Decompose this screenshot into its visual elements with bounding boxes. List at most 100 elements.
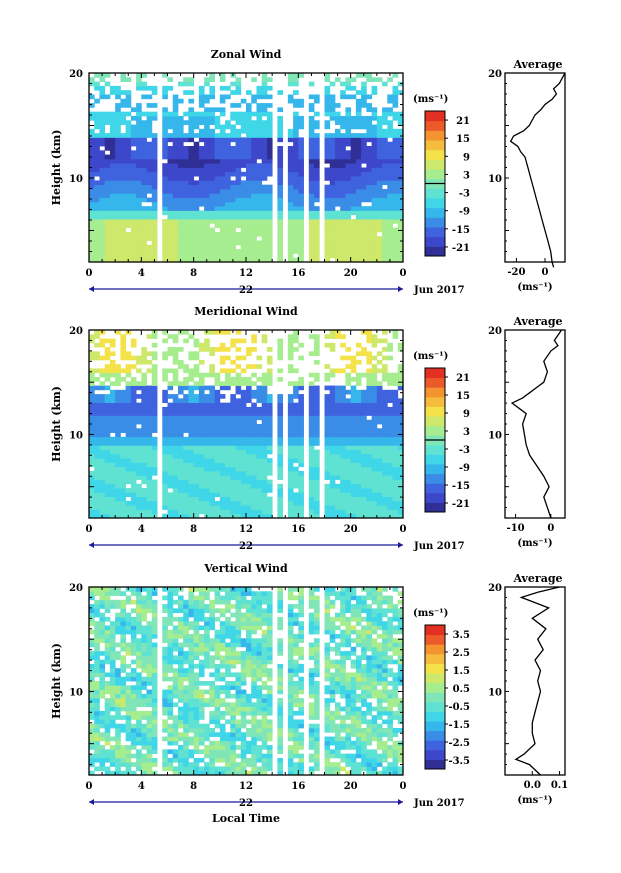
- heatmap-cell: [376, 137, 383, 143]
- heatmap-cell: [392, 137, 399, 143]
- heatmap-cell: [235, 479, 242, 485]
- heatmap-cell: [298, 184, 304, 190]
- heatmap-cell: [204, 385, 210, 391]
- heatmap-cell: [193, 188, 200, 194]
- heatmap-cell: [214, 146, 221, 151]
- heatmap-cell: [225, 171, 231, 177]
- heatmap-cell: [193, 146, 200, 151]
- heatmap-cell: [261, 483, 268, 489]
- heatmap-cell: [340, 445, 346, 451]
- heatmap-cell: [392, 402, 399, 408]
- heatmap-cell: [376, 368, 383, 374]
- heatmap-cell: [324, 120, 331, 125]
- heatmap-cell: [104, 137, 111, 143]
- heatmap-cell: [251, 458, 257, 463]
- heatmap-cell: [99, 732, 106, 737]
- heatmap-cell: [104, 257, 111, 263]
- heatmap-cell: [287, 513, 294, 519]
- heatmap-cell: [172, 587, 179, 592]
- heatmap-cell: [366, 176, 372, 181]
- heatmap-cell: [261, 120, 268, 125]
- heatmap-cell: [298, 479, 304, 485]
- heatmap-cell: [256, 94, 263, 100]
- heatmap-cell: [371, 146, 378, 151]
- heatmap-cell: [382, 483, 388, 489]
- heatmap-cell: [397, 500, 404, 506]
- heatmap-cell: [329, 509, 336, 515]
- heatmap-cell: [240, 197, 247, 203]
- heatmap-cell: [235, 141, 242, 147]
- heatmap-cell: [266, 483, 273, 489]
- heatmap-cell: [162, 236, 168, 241]
- heatmap-cell: [109, 689, 116, 695]
- heatmap-cell: [219, 689, 226, 695]
- heatmap-cell: [109, 176, 116, 181]
- heatmap-cell: [371, 176, 378, 181]
- heatmap-cell: [334, 133, 341, 138]
- heatmap-cell: [209, 642, 215, 648]
- heatmap-cell: [287, 483, 294, 489]
- heatmap-cell: [115, 244, 121, 250]
- heatmap-cell: [146, 257, 153, 263]
- heatmap-cell: [183, 621, 189, 626]
- heatmap-cell: [308, 163, 315, 168]
- heatmap-cell: [130, 753, 137, 759]
- heatmap-cell: [204, 214, 210, 220]
- heatmap-cell: [193, 693, 200, 699]
- heatmap-cell: [246, 509, 252, 515]
- heatmap-cell: [167, 449, 174, 455]
- heatmap-cell: [198, 342, 205, 348]
- heatmap-cell: [136, 193, 142, 198]
- heatmap-cell: [104, 347, 111, 352]
- heatmap-cell: [151, 706, 158, 712]
- heatmap-cell: [308, 167, 315, 173]
- heatmap-cell: [125, 453, 132, 459]
- heatmap-cell: [99, 381, 106, 386]
- heatmap-cell: [198, 693, 205, 699]
- heatmap-cell: [120, 115, 127, 121]
- heatmap-cell: [329, 184, 336, 190]
- heatmap-cell: [130, 180, 137, 186]
- heatmap-cell: [366, 372, 372, 378]
- heatmap-cell: [89, 163, 95, 168]
- heatmap-cell: [329, 471, 336, 476]
- heatmap-cell: [361, 479, 367, 485]
- heatmap-cell: [298, 73, 304, 78]
- heatmap-cell: [371, 253, 378, 259]
- heatmap-cell: [136, 471, 142, 476]
- heatmap-cell: [366, 257, 372, 263]
- heatmap-cell: [204, 419, 210, 425]
- heatmap-cell: [287, 73, 294, 78]
- heatmap-cell: [376, 171, 383, 177]
- heatmap-cell: [136, 355, 142, 361]
- heatmap-cell: [94, 244, 100, 250]
- heatmap-cell: [204, 723, 210, 729]
- heatmap-cell: [293, 214, 299, 220]
- heatmap-cell: [214, 240, 221, 246]
- heatmap-cell: [167, 757, 174, 763]
- heatmap-cell: [188, 483, 195, 489]
- heatmap-cell: [387, 509, 393, 515]
- heatmap-cell: [266, 103, 273, 108]
- heatmap-cell: [162, 693, 168, 699]
- heatmap-cell: [120, 466, 127, 472]
- heatmap-cell: [167, 223, 174, 229]
- heatmap-cell: [329, 424, 336, 429]
- heatmap-cell: [136, 432, 142, 438]
- heatmap-cell: [177, 231, 184, 237]
- heatmap-cell: [172, 505, 179, 510]
- heatmap-cell: [345, 236, 352, 241]
- heatmap-cell: [256, 120, 263, 125]
- heatmap-cell: [397, 347, 404, 352]
- heatmap-cell: [209, 249, 215, 254]
- heatmap-cell: [256, 471, 263, 476]
- heatmap-cell: [298, 163, 304, 168]
- heatmap-cell: [314, 249, 320, 254]
- heatmap-cell: [397, 214, 404, 220]
- heatmap-cell: [397, 158, 404, 164]
- heatmap-cell: [340, 394, 346, 399]
- heatmap-cell: [293, 445, 299, 451]
- heatmap-cell: [225, 706, 231, 712]
- heatmap-cell: [115, 197, 121, 203]
- heatmap-cell: [225, 651, 231, 656]
